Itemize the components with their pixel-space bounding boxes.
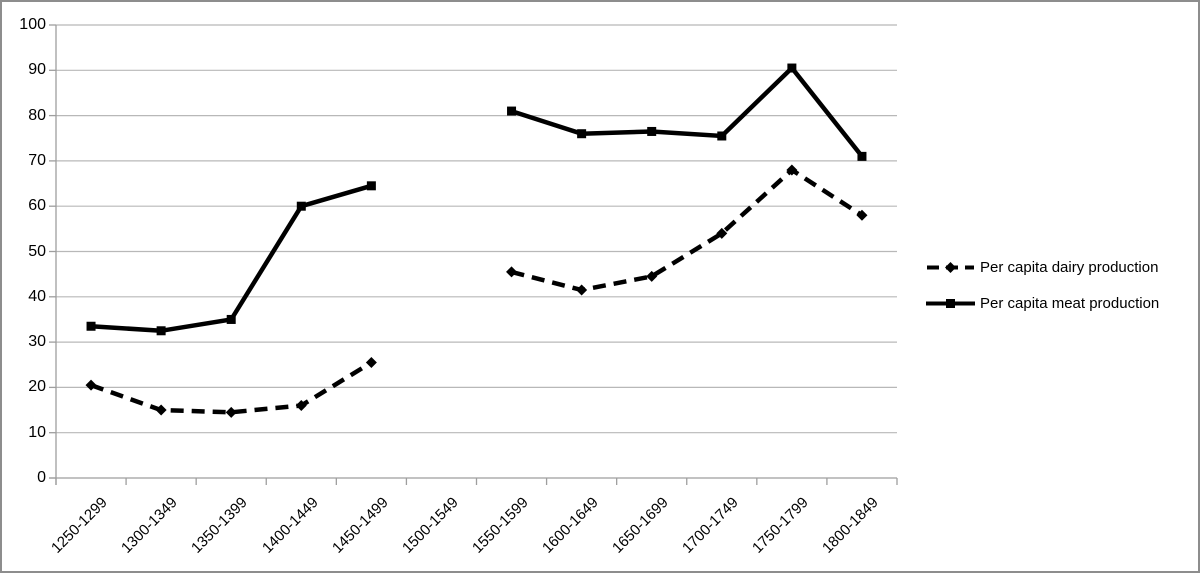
legend-item-dairy: Per capita dairy production [926, 256, 1159, 278]
legend: Per capita dairy production Per capita m… [926, 256, 1159, 328]
y-tick-label: 90 [28, 61, 46, 79]
legend-label-dairy: Per capita dairy production [980, 258, 1159, 276]
legend-label-meat: Per capita meat production [980, 294, 1160, 312]
y-tick-label: 100 [19, 16, 46, 33]
dashed-line-diamond-icon [927, 261, 974, 273]
y-tick-label: 40 [28, 287, 46, 305]
y-tick-label: 0 [37, 469, 46, 486]
y-tick-label: 30 [28, 333, 46, 351]
y-tick-label: 70 [28, 151, 46, 169]
y-tick-label: 80 [28, 106, 46, 124]
solid-line-square-icon [926, 298, 975, 308]
legend-item-meat: Per capita meat production [926, 292, 1159, 314]
y-tick-label: 60 [28, 197, 46, 215]
y-tick-label: 20 [28, 378, 46, 396]
y-tick-label: 50 [28, 242, 46, 260]
y-tick-label: 10 [28, 423, 46, 441]
